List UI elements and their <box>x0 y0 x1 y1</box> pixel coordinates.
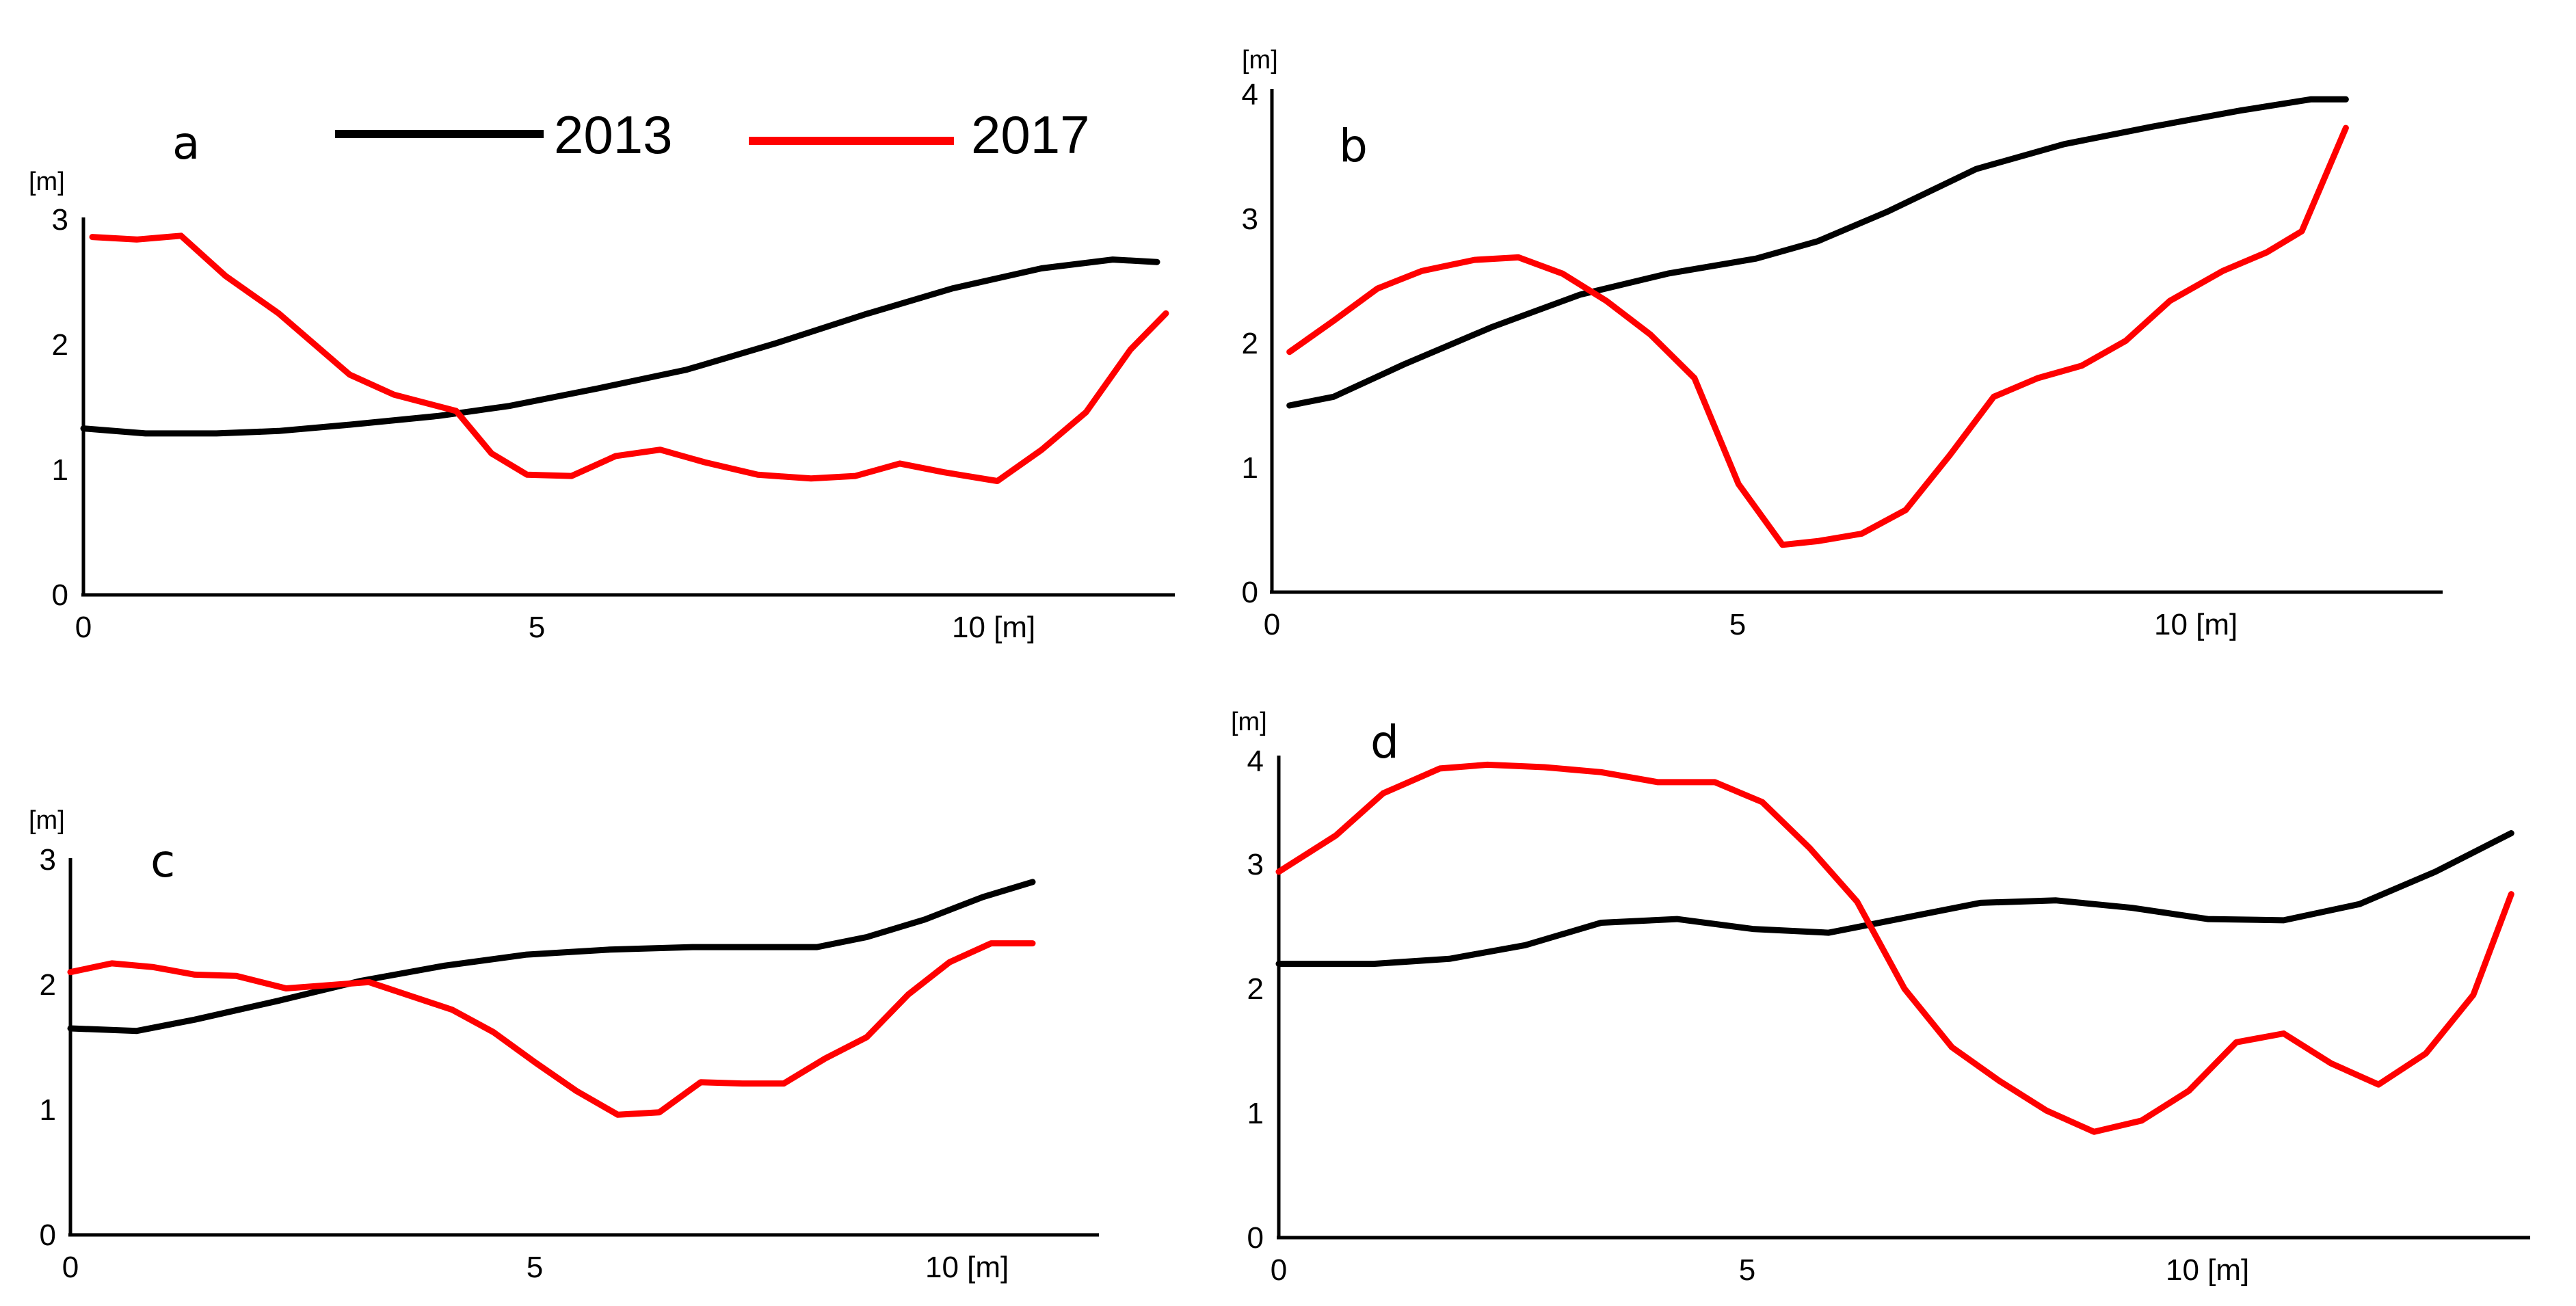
panel-b-series <box>1286 96 2349 548</box>
panel-b-ytick: 2 <box>1242 327 1258 360</box>
panel-d-y-unit: [m] <box>1231 708 1267 736</box>
panel-c-ytick: 3 <box>40 843 56 877</box>
panel-d-label: d <box>1370 716 1399 769</box>
panel-d-ytick: 3 <box>1247 848 1264 881</box>
panel-b-ytick: 4 <box>1242 78 1258 111</box>
panel-c-xtick: 5 <box>527 1251 543 1284</box>
panel-c-ytick: 2 <box>40 968 56 1002</box>
panel-a-series <box>80 232 1169 484</box>
panel-a-ytick: 2 <box>52 328 68 362</box>
panel-d-series <box>1275 761 2514 1135</box>
panel-a-series-2013-line <box>80 256 1160 437</box>
panel-b-series-2017-line <box>1286 124 2349 548</box>
panel-d-ytick: 4 <box>1247 745 1264 778</box>
panel-c-label: c <box>150 835 175 888</box>
panel-d-ytick: 2 <box>1247 972 1264 1006</box>
panel-d-series-2017-line <box>1275 761 2514 1135</box>
panel-b: b [m] 0 1 2 3 4 0 5 10 [m] <box>1242 46 2443 641</box>
panel-d-series-2013-line <box>1275 830 2514 968</box>
panel-a-series-2017-line <box>89 232 1169 484</box>
panel-a-xtick: 0 <box>75 611 92 644</box>
panel-a-ytick: 1 <box>52 453 68 487</box>
panel-b-ytick: 1 <box>1242 451 1258 485</box>
panel-d-xtick: 10 [m] <box>2166 1253 2249 1287</box>
panel-d-xtick: 0 <box>1271 1253 1287 1287</box>
panel-c-series-2013-line <box>67 879 1036 1035</box>
panel-b-ytick: 0 <box>1242 576 1258 609</box>
panel-d-ytick: 1 <box>1247 1097 1264 1130</box>
panel-a-y-unit: [m] <box>29 168 65 196</box>
panel-d-xtick: 5 <box>1739 1253 1755 1287</box>
panel-c-y-unit: [m] <box>29 806 65 835</box>
panel-b-xtick: 10 [m] <box>2154 608 2238 641</box>
panel-c-xtick: 0 <box>62 1251 79 1284</box>
panel-a-xtick: 5 <box>529 611 545 644</box>
panel-b-ytick: 3 <box>1242 202 1258 236</box>
panel-b-series-2013-line <box>1286 96 2349 409</box>
panel-b-label: b <box>1339 120 1368 172</box>
panel-b-y-unit: [m] <box>1242 46 1278 75</box>
legend: 2013 2017 <box>335 105 1090 165</box>
panel-b-xtick: 0 <box>1264 608 1280 641</box>
panel-c: c [m] 0 1 2 3 0 5 10 [m] <box>29 806 1099 1284</box>
panel-c-series <box>67 879 1036 1118</box>
panel-d: d [m] 0 1 2 3 4 0 5 10 [m] <box>1231 708 2530 1287</box>
panel-c-ytick: 0 <box>40 1218 56 1252</box>
panel-c-ytick: 1 <box>40 1093 56 1127</box>
panel-a: a [m] 0 1 2 3 0 5 10 [m] <box>29 117 1175 644</box>
panel-a-ytick: 0 <box>52 578 68 612</box>
panel-a-label: a <box>172 117 200 170</box>
panel-c-xtick: 10 [m] <box>925 1251 1009 1284</box>
legend-label-2013: 2013 <box>554 105 673 165</box>
legend-label-2017: 2017 <box>971 105 1090 165</box>
panel-a-ytick: 3 <box>52 203 68 237</box>
panel-a-xtick: 10 [m] <box>952 611 1035 644</box>
panel-b-xtick: 5 <box>1729 608 1746 641</box>
panel-d-ytick: 0 <box>1247 1221 1264 1255</box>
panel-c-series-2017-line <box>67 940 1036 1118</box>
